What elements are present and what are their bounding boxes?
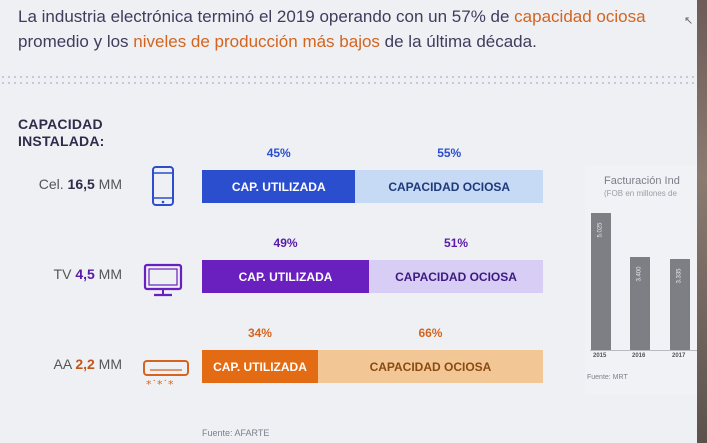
revenue-chart-title: Facturación Ind: [604, 175, 680, 187]
pct-used-0: 45%: [266, 146, 291, 160]
capacity-unit: MM: [94, 266, 122, 282]
bar-idle-2: CAPACIDAD OCIOSA: [317, 350, 543, 383]
revenue-value-label: 5.025: [597, 222, 604, 238]
revenue-value-label: 3.400: [636, 266, 643, 282]
cursor-icon: ↖: [684, 15, 694, 27]
row-label-cel: Cel. 16,5 MM: [0, 176, 122, 192]
revenue-year-label: 2017: [672, 353, 686, 359]
revenue-bar-2017: [670, 259, 690, 350]
revenue-chart-subtitle: (FOB en millones de: [604, 189, 677, 198]
row-label-aa: AA 2,2 MM: [0, 356, 122, 372]
pct-idle-0: 55%: [437, 146, 462, 160]
category-name: TV: [53, 266, 76, 282]
revenue-chart-source: Fuente: MRT: [587, 374, 628, 381]
bar-used-0: CAP. UTILIZADA: [202, 170, 356, 203]
capacity-value: 4,5: [75, 266, 95, 282]
category-name: AA: [53, 356, 76, 372]
phone-icon: [152, 166, 174, 206]
installed-capacity-title-line-2: INSTALADA:: [18, 133, 105, 149]
svg-text:*˙*˙*: *˙*˙*: [146, 378, 174, 391]
pct-used-1: 49%: [273, 236, 298, 250]
video-overlay-strip: [697, 0, 707, 443]
headline-part-2: promedio y los: [18, 32, 134, 51]
pct-idle-2: 66%: [418, 326, 443, 340]
revenue-bar-2016: [630, 257, 650, 350]
revenue-bar-2015: [591, 212, 611, 350]
headline-part-3: de la última década.: [379, 32, 537, 51]
capacity-value: 16,5: [67, 176, 95, 192]
capacity-value: 2,2: [75, 356, 95, 372]
headline-highlight-production: niveles de producción más bajos: [133, 32, 380, 51]
chart-source: Fuente: AFARTE: [202, 428, 270, 438]
capacity-unit: MM: [94, 176, 122, 192]
air-conditioner-icon: *˙*˙*: [143, 360, 189, 391]
revenue-chart-panel: Facturación Ind (FOB en millones de 5.02…: [585, 165, 707, 395]
pct-used-2: 34%: [247, 326, 272, 340]
headline: La industria electrónica terminó el 2019…: [18, 4, 707, 54]
headline-highlight-idle-capacity: capacidad ociosa: [514, 7, 646, 26]
bar-idle-1: CAPACIDAD OCIOSA: [369, 260, 543, 293]
tv-icon: [143, 263, 183, 297]
pct-idle-1: 51%: [444, 236, 469, 250]
revenue-chart-axis: [590, 350, 707, 351]
bar-idle-0: CAPACIDAD OCIOSA: [355, 170, 543, 203]
bar-used-1: CAP. UTILIZADA: [202, 260, 370, 293]
bar-used-2: CAP. UTILIZADA: [202, 350, 318, 383]
row-label-tv: TV 4,5 MM: [0, 266, 122, 282]
revenue-year-label: 2015: [593, 353, 607, 359]
installed-capacity-title: CAPACIDAD INSTALADA:: [18, 116, 105, 150]
category-name: Cel.: [38, 176, 68, 192]
headline-part-1: La industria electrónica terminó el 2019…: [18, 7, 515, 26]
installed-capacity-title-line-1: CAPACIDAD: [18, 116, 103, 132]
revenue-year-label: 2016: [632, 353, 646, 359]
capacity-unit: MM: [94, 356, 122, 372]
dotted-divider: [0, 74, 707, 84]
revenue-value-label: 3.335: [676, 268, 683, 284]
